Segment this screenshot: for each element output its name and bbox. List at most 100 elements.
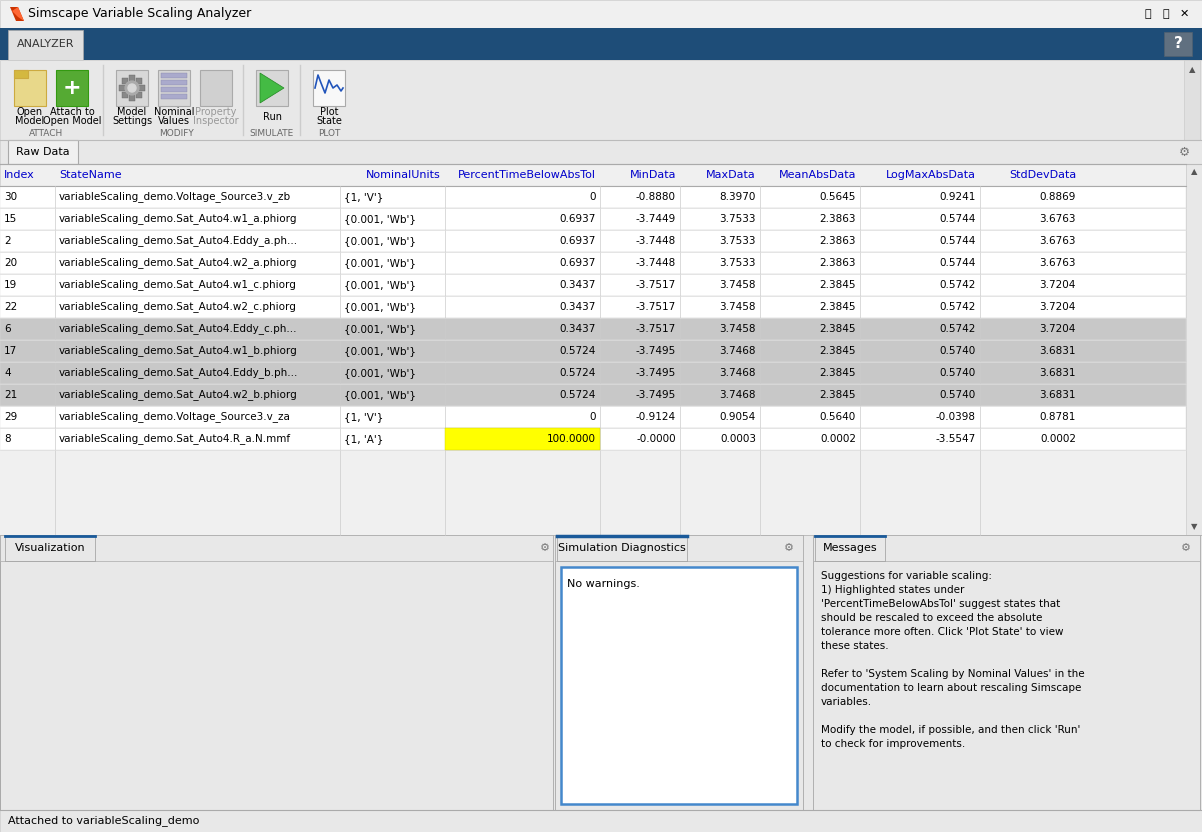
Bar (139, 85, 145, 91)
Text: 0.5742: 0.5742 (940, 324, 976, 334)
Text: 3.7204: 3.7204 (1040, 302, 1076, 312)
Text: Inspector: Inspector (194, 116, 239, 126)
Bar (161, 80, 188, 85)
Text: No warnings.: No warnings. (567, 579, 639, 589)
Bar (561, 567, 797, 804)
Text: Run: Run (262, 112, 281, 122)
Text: -0.8880: -0.8880 (636, 192, 676, 202)
Polygon shape (260, 73, 284, 103)
Bar (200, 70, 232, 106)
Text: ⚙: ⚙ (784, 543, 795, 553)
Text: 2.3863: 2.3863 (820, 214, 856, 224)
Text: 0.3437: 0.3437 (560, 302, 596, 312)
Text: variableScaling_demo.Sat_Auto4.w2_b.phiorg: variableScaling_demo.Sat_Auto4.w2_b.phio… (59, 389, 298, 400)
Text: 3.7204: 3.7204 (1040, 324, 1076, 334)
Text: MinData: MinData (630, 170, 676, 180)
Bar (0, 318, 1186, 340)
Text: 19: 19 (4, 280, 17, 290)
Polygon shape (10, 7, 24, 21)
Text: variableScaling_demo.Voltage_Source3.v_za: variableScaling_demo.Voltage_Source3.v_z… (59, 412, 291, 423)
Bar (0, 186, 1186, 208)
Text: 0.6937: 0.6937 (560, 236, 596, 246)
Text: 0.5640: 0.5640 (820, 412, 856, 422)
Text: variableScaling_demo.Sat_Auto4.R_a.N.mmf: variableScaling_demo.Sat_Auto4.R_a.N.mmf (59, 433, 291, 444)
Bar (0, 428, 1186, 450)
Text: ⚙: ⚙ (1178, 146, 1190, 159)
Bar (0, 0, 1202, 28)
Text: tolerance more often. Click 'Plot State' to view: tolerance more often. Click 'Plot State'… (821, 627, 1064, 637)
Text: 0.8781: 0.8781 (1040, 412, 1076, 422)
Text: 17: 17 (4, 346, 17, 356)
Text: 3.6831: 3.6831 (1040, 346, 1076, 356)
Text: 29: 29 (4, 412, 17, 422)
Text: 1) Highlighted states under: 1) Highlighted states under (821, 585, 964, 595)
Text: +: + (63, 78, 82, 98)
Text: {1, 'V'}: {1, 'V'} (344, 412, 383, 422)
Bar (0, 140, 1202, 164)
Polygon shape (12, 7, 24, 21)
Text: Visualization: Visualization (14, 543, 85, 553)
Text: 0.5724: 0.5724 (560, 346, 596, 356)
Text: 0.5742: 0.5742 (940, 280, 976, 290)
Text: {0.001, 'Wb'}: {0.001, 'Wb'} (344, 368, 416, 378)
Text: {0.001, 'Wb'}: {0.001, 'Wb'} (344, 280, 416, 290)
Bar (0, 340, 1186, 362)
Bar (313, 70, 345, 106)
Text: -3.7449: -3.7449 (636, 214, 676, 224)
Bar (0, 384, 1186, 406)
Bar (813, 535, 1200, 810)
Text: 3.6831: 3.6831 (1040, 390, 1076, 400)
Text: ▼: ▼ (1191, 522, 1197, 532)
Text: 0.5744: 0.5744 (940, 258, 976, 268)
Text: 3.6763: 3.6763 (1040, 236, 1076, 246)
Text: Model: Model (118, 107, 147, 117)
Text: 0.6937: 0.6937 (560, 258, 596, 268)
Text: Open Model: Open Model (43, 116, 101, 126)
Text: -0.0398: -0.0398 (936, 412, 976, 422)
Bar (0, 362, 1186, 384)
Text: 3.7468: 3.7468 (720, 390, 756, 400)
Text: Open: Open (17, 107, 43, 117)
Bar (14, 70, 28, 78)
Text: 0.8869: 0.8869 (1040, 192, 1076, 202)
Text: {0.001, 'Wb'}: {0.001, 'Wb'} (344, 258, 416, 268)
Text: SIMULATE: SIMULATE (250, 130, 294, 138)
Text: 8.3970: 8.3970 (720, 192, 756, 202)
Text: 3.7458: 3.7458 (720, 280, 756, 290)
Text: 2.3845: 2.3845 (820, 324, 856, 334)
Bar (813, 535, 1200, 561)
Text: 3.7468: 3.7468 (720, 368, 756, 378)
Bar (0, 252, 1186, 274)
Text: StateName: StateName (59, 170, 121, 180)
Text: 0.3437: 0.3437 (560, 324, 596, 334)
Text: 3.7533: 3.7533 (720, 214, 756, 224)
Text: -3.7517: -3.7517 (636, 280, 676, 290)
Bar (8, 30, 83, 60)
Text: 3.7458: 3.7458 (720, 324, 756, 334)
Text: ?: ? (1173, 37, 1183, 52)
Text: 0.0003: 0.0003 (720, 434, 756, 444)
Text: MODIFY: MODIFY (159, 130, 194, 138)
Text: {1, 'V'}: {1, 'V'} (344, 192, 383, 202)
Text: Raw Data: Raw Data (16, 147, 70, 157)
Text: 3.6831: 3.6831 (1040, 368, 1076, 378)
Text: 0.6937: 0.6937 (560, 214, 596, 224)
Text: Attached to variableScaling_demo: Attached to variableScaling_demo (8, 815, 200, 826)
Bar (5, 535, 95, 561)
Text: variableScaling_demo.Sat_Auto4.w1_a.phiorg: variableScaling_demo.Sat_Auto4.w1_a.phio… (59, 214, 298, 225)
Text: 3.7204: 3.7204 (1040, 280, 1076, 290)
Text: 3.7468: 3.7468 (720, 346, 756, 356)
Text: ⬜: ⬜ (1162, 9, 1170, 19)
Text: 2.3845: 2.3845 (820, 346, 856, 356)
Text: 2: 2 (4, 236, 11, 246)
Bar (136, 92, 142, 98)
Bar (121, 78, 127, 84)
Text: Nominal: Nominal (154, 107, 195, 117)
Text: ⚙: ⚙ (540, 543, 551, 553)
Bar (0, 230, 1186, 252)
Text: variableScaling_demo.Sat_Auto4.w1_c.phiorg: variableScaling_demo.Sat_Auto4.w1_c.phio… (59, 280, 297, 290)
Text: -3.7495: -3.7495 (636, 390, 676, 400)
Text: 8: 8 (4, 434, 11, 444)
Bar (56, 70, 88, 106)
Text: 0.5740: 0.5740 (940, 368, 976, 378)
